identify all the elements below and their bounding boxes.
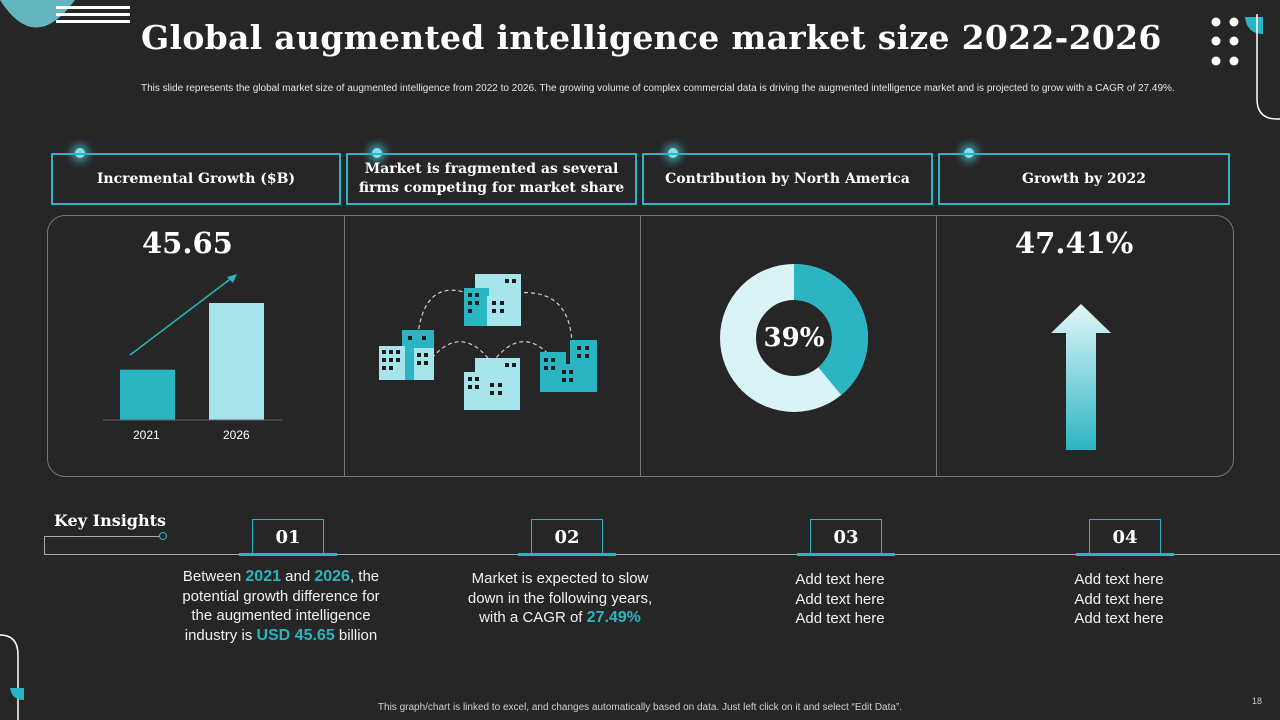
step-04: 04 [1089,519,1161,555]
up-arrow-icon [1051,304,1111,450]
timeline-line [44,554,1280,555]
buildings-network-illustration [379,274,597,410]
bar-2021 [120,369,175,420]
building-icon [464,358,520,410]
key-insights-heading: Key Insights [54,511,167,530]
metrics-panel [47,215,1234,477]
corner-decoration-top-left [0,0,130,28]
step-02: 02 [531,519,603,555]
step-underline [239,553,337,556]
page-number: 18 [1252,696,1263,706]
north-america-donut-chart [720,264,868,412]
corner-decoration-bottom-left [0,634,24,720]
metric-box-incremental-growth: Incremental Growth ($B) [51,153,341,205]
step-01: 01 [252,519,324,555]
bar-2026 [209,303,264,420]
timeline-dot [159,532,167,540]
metric-box-growth-2022: Growth by 2022 [938,153,1230,205]
footer-note: This graph/chart is linked to excel, and… [377,702,903,713]
metric-box-market-fragmented: Market is fragmented as several firms co… [346,153,637,205]
page-title: Global augmented intelligence market siz… [141,18,1162,57]
step-underline [797,553,895,556]
bar-label-2021: 2021 [133,428,160,442]
insight-text-2: Market is expected to slow down in the f… [467,570,653,626]
trend-arrow-head [227,274,237,283]
metric-box-north-america: Contribution by North America [642,153,933,205]
dots-decoration-top-right [1211,14,1280,120]
timeline-bracket [44,536,164,555]
step-underline [518,553,616,556]
building-icon [540,340,597,392]
building-icon [379,330,434,380]
insight-text-4: Add text here Add text here Add text her… [1074,571,1164,627]
step-underline [1076,553,1174,556]
panel-divider [344,216,345,476]
building-icon [464,274,521,326]
trend-arrow [129,276,234,356]
growth-value: 47.41% [1015,226,1134,260]
step-03: 03 [810,519,882,555]
growth-bar-chart [103,274,282,421]
insight-text-1: Between 2021 and 2026, the potential gro… [182,568,380,644]
bar-label-2026: 2026 [223,428,250,442]
donut-slice [793,264,868,396]
panel-divider [936,216,937,476]
panel-divider [640,216,641,476]
insight-text-3: Add text here Add text here Add text her… [795,571,885,627]
incremental-growth-value: 45.65 [142,226,233,260]
page-subtitle: This slide represents the global market … [141,83,1175,94]
donut-label: 39% [763,323,825,353]
